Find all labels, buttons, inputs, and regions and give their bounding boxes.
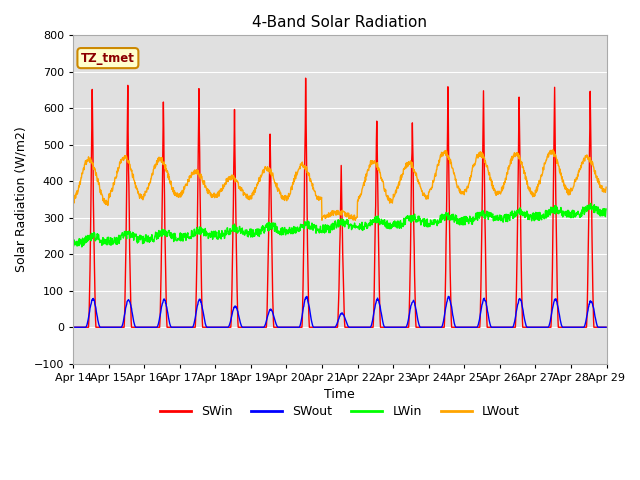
LWout	[540, 165, 547, 170]
SWin	[247, 324, 255, 330]
SWout	[69, 324, 77, 330]
SWin	[69, 324, 77, 330]
LWin	[175, 236, 183, 241]
Title: 4-Band Solar Radiation: 4-Band Solar Radiation	[252, 15, 428, 30]
SWin	[175, 324, 182, 330]
X-axis label: Time: Time	[324, 388, 355, 401]
SWout	[422, 324, 430, 330]
LWout	[492, 192, 500, 198]
LWin	[188, 228, 196, 233]
LWout	[69, 197, 77, 203]
LWout	[188, 170, 195, 176]
LWin	[248, 227, 255, 232]
SWin	[602, 324, 610, 330]
LWin	[587, 201, 595, 206]
SWout	[188, 324, 195, 330]
LWin	[540, 212, 547, 218]
SWout	[247, 324, 255, 330]
LWout	[351, 217, 359, 223]
LWout	[549, 147, 557, 153]
SWin	[492, 324, 500, 330]
Line: SWout: SWout	[73, 297, 606, 327]
LWout	[175, 193, 182, 199]
LWin	[69, 237, 77, 242]
Legend: SWin, SWout, LWin, LWout: SWin, SWout, LWin, LWout	[155, 400, 525, 423]
Line: LWout: LWout	[73, 150, 606, 220]
LWin	[602, 206, 610, 212]
Y-axis label: Solar Radiation (W/m2): Solar Radiation (W/m2)	[15, 127, 28, 273]
SWin	[540, 324, 547, 330]
LWout	[422, 194, 430, 200]
Text: TZ_tmet: TZ_tmet	[81, 52, 135, 65]
LWin	[422, 224, 430, 229]
LWout	[602, 184, 610, 190]
SWin	[188, 324, 195, 330]
SWin	[302, 75, 310, 81]
Line: SWin: SWin	[73, 78, 606, 327]
SWout	[492, 324, 500, 330]
LWin	[78, 244, 86, 250]
SWout	[175, 324, 182, 330]
SWout	[540, 324, 547, 330]
LWin	[492, 215, 500, 221]
SWout	[602, 324, 610, 330]
LWout	[247, 193, 255, 199]
SWout	[444, 294, 452, 300]
Line: LWin: LWin	[73, 204, 606, 247]
SWin	[422, 324, 430, 330]
